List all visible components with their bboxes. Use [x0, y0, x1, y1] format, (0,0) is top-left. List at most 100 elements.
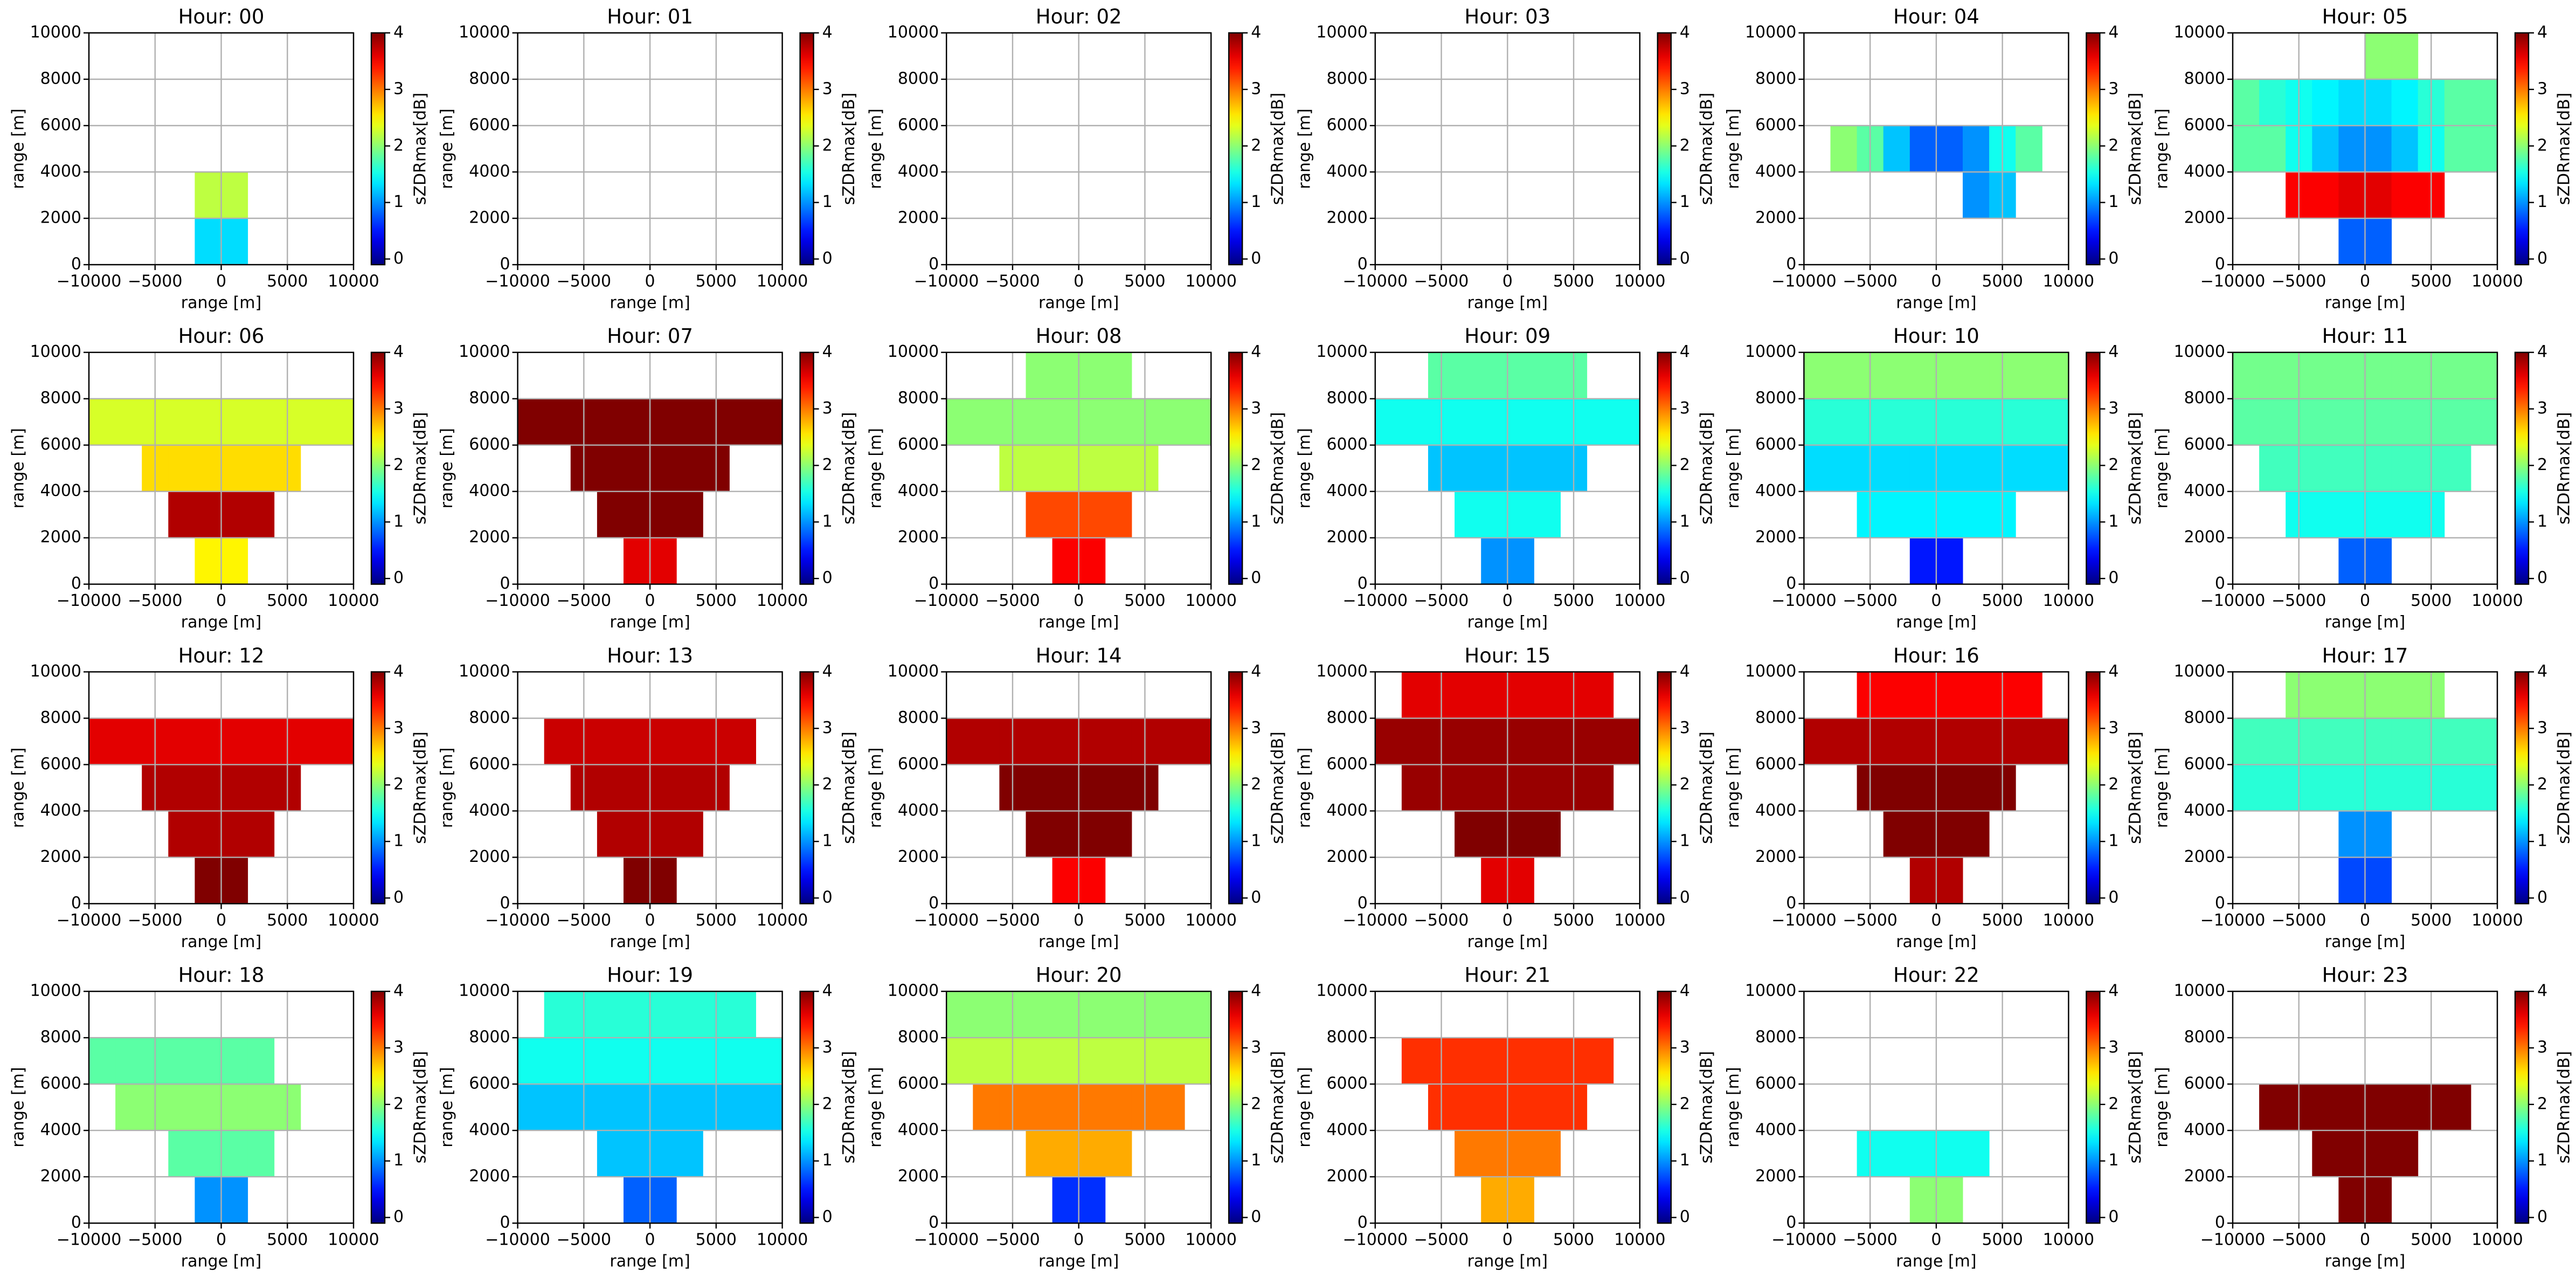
- x-tick-label: 10000: [2471, 591, 2523, 610]
- data-cell: [221, 1130, 248, 1177]
- data-cell: [195, 172, 221, 219]
- data-cell: [1455, 718, 1481, 765]
- data-cell: [1883, 672, 1910, 719]
- data-cell: [650, 491, 677, 539]
- data-cell: [2338, 718, 2365, 765]
- data-cell: [1534, 718, 1561, 765]
- y-tick-label: 0: [1786, 574, 1796, 593]
- data-cell: [2042, 398, 2069, 446]
- colorbar-tick-label: 1: [2537, 512, 2547, 531]
- y-tick-label: 2000: [898, 847, 939, 866]
- colorbar-tick-label: 1: [822, 192, 833, 211]
- data-cell: [247, 491, 275, 539]
- subplot-title: Hour: 09: [1464, 325, 1550, 348]
- colorbar-tick-label: 4: [822, 342, 833, 361]
- y-tick-label: 4000: [2184, 1121, 2225, 1140]
- data-cell: [1078, 1084, 1106, 1131]
- x-axis-label: range [m]: [181, 613, 261, 632]
- colorbar: [1228, 990, 1243, 1224]
- data-cell: [2338, 811, 2365, 858]
- colorbar: [370, 990, 386, 1224]
- data-cell: [1052, 398, 1079, 446]
- data-cell: [247, 811, 275, 858]
- colorbar: [2086, 351, 2101, 585]
- data-cell: [2259, 352, 2286, 399]
- data-cell: [2470, 764, 2498, 811]
- data-cell: [195, 764, 221, 811]
- data-cell: [1883, 718, 1910, 765]
- axes-frame: [517, 351, 783, 585]
- x-axis-label: range [m]: [1467, 1252, 1548, 1271]
- x-tick-label: 10000: [328, 591, 379, 610]
- colorbar-label: sZDRmax[dB]: [1697, 1051, 1716, 1164]
- data-cell: [1455, 672, 1481, 719]
- colorbar-tick-label: 1: [2537, 192, 2547, 211]
- data-cell: [676, 445, 703, 492]
- data-cell: [946, 991, 973, 1038]
- data-cell: [1185, 991, 1211, 1038]
- data-cell: [1481, 445, 1508, 492]
- colorbar-label: sZDRmax[dB]: [1269, 93, 1287, 205]
- data-cell: [1909, 764, 1937, 811]
- data-cell: [195, 445, 221, 492]
- data-cell: [1909, 718, 1937, 765]
- x-tick-label: 0: [216, 272, 226, 291]
- data-cell: [1507, 1084, 1534, 1131]
- x-tick-label: 10000: [757, 1231, 808, 1250]
- colorbar-tick-label: 2: [393, 455, 404, 474]
- colorbar-label: sZDRmax[dB]: [2126, 412, 2145, 524]
- y-tick-label: 4000: [2184, 801, 2225, 820]
- data-cell: [729, 718, 756, 765]
- data-cell: [1026, 1130, 1053, 1177]
- subplot: −10000 −5000 0 5000 100000200040006000800010…: [1295, 5, 1716, 313]
- data-cell: [1455, 491, 1481, 539]
- data-cell: [1936, 811, 1963, 858]
- x-tick-label: −5000: [2272, 1231, 2326, 1250]
- data-cell: [2391, 79, 2419, 126]
- data-cell: [676, 718, 703, 765]
- colorbar-tick-label: 0: [1251, 569, 1261, 588]
- colorbar: [2514, 351, 2530, 585]
- colorbar-tick-label: 4: [393, 23, 404, 42]
- colorbar-label: sZDRmax[dB]: [2126, 731, 2145, 844]
- subplot-title: Hour: 19: [607, 964, 693, 987]
- colorbar-tick-label: 1: [822, 832, 833, 851]
- y-tick-label: 0: [929, 255, 939, 274]
- subplot-title: Hour: 05: [2322, 5, 2408, 29]
- data-cell: [2259, 126, 2286, 172]
- x-tick-label: −10000: [914, 1231, 979, 1250]
- x-tick-label: 5000: [1553, 272, 1594, 291]
- subplot: −10000 −5000 0 5000 100000200040006000800010…: [438, 644, 858, 951]
- x-tick-label: 10000: [1185, 1231, 1236, 1250]
- y-tick-label: 8000: [1755, 70, 1796, 88]
- y-tick-label: 10000: [1316, 662, 1367, 681]
- subplot-title: Hour: 20: [1036, 964, 1122, 987]
- data-cell: [2444, 79, 2471, 126]
- y-axis-label: range [m]: [2153, 748, 2172, 828]
- colorbar-tick-label: 4: [2537, 982, 2547, 1000]
- data-cell: [597, 991, 624, 1038]
- data-cell: [1507, 491, 1534, 539]
- x-tick-label: −10000: [914, 272, 979, 291]
- data-cell: [2391, 126, 2419, 172]
- y-tick-label: 0: [71, 1213, 81, 1232]
- y-tick-label: 2000: [1755, 209, 1796, 227]
- data-cell: [729, 991, 756, 1038]
- data-cell: [2338, 218, 2365, 265]
- data-cell: [946, 718, 973, 765]
- x-axis-label: range [m]: [2325, 933, 2405, 951]
- colorbar-tick-label: 2: [822, 775, 833, 794]
- x-tick-label: −5000: [128, 591, 182, 610]
- data-cell: [1401, 764, 1429, 811]
- data-cell: [946, 1038, 973, 1085]
- y-axis-label: range [m]: [438, 1067, 456, 1147]
- data-cell: [1375, 398, 1402, 446]
- data-cell: [1587, 672, 1614, 719]
- data-cell: [1963, 718, 1990, 765]
- data-cell: [195, 491, 221, 539]
- data-cell: [1026, 445, 1053, 492]
- colorbar-tick-label: 0: [2537, 888, 2547, 907]
- data-cell: [1587, 764, 1614, 811]
- data-cell: [597, 811, 624, 858]
- data-cell: [2312, 764, 2339, 811]
